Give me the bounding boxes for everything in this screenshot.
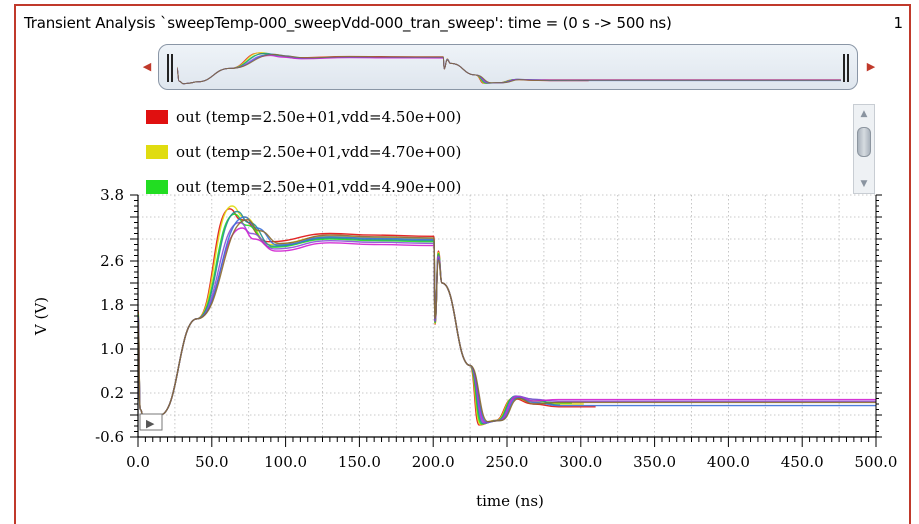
legend-label: out (temp=2.50e+01,vdd=4.70e+00) [176,143,462,161]
y-tick-label: 0.2 [100,384,124,402]
scroll-down-icon[interactable]: ▼ [860,179,868,189]
left-grip-handle[interactable] [167,54,173,82]
legend-label: out (temp=2.50e+01,vdd=4.90e+00) [176,178,462,196]
overview-waveform [176,51,841,85]
x-axis-label: time (ns) [476,492,544,510]
y-tick-label: -0.6 [95,428,124,446]
axes: 0.0 50.0 100.0 150.0 200.0 250.0 300.0 350.0 400… [95,186,897,471]
waveform-trace [137,213,572,430]
legend-label: out (temp=2.50e+01,vdd=4.50e+00) [176,108,462,126]
x-tick-label: 450.0 [781,453,824,471]
zoom-marker-icon[interactable] [139,413,163,431]
x-tick-label: 300.0 [559,453,602,471]
left-triangle-icon[interactable]: ◀ [142,60,152,73]
legend-swatch [146,180,168,194]
legend-swatch [146,110,168,124]
x-tick-label: 350.0 [633,453,676,471]
y-tick-label: 1.8 [100,296,124,314]
scroll-thumb[interactable] [857,127,871,157]
window-title: Transient Analysis `sweepTemp-000_sweepV… [24,14,672,32]
x-tick-label: 500.0 [855,453,898,471]
overview-trace [176,53,841,85]
plot-window-frame [14,4,911,524]
y-axis-label: V (V) [32,297,50,336]
legend-swatch [146,145,168,159]
zoom-marker-glyph: ▶ [146,417,155,430]
legend-scrollbar[interactable]: ▲ ▼ [853,104,875,194]
overview-scrollbar[interactable]: ◀ ▶ [140,44,878,90]
x-tick-label: 150.0 [338,453,381,471]
x-tick-label: 250.0 [486,453,529,471]
right-grip-handle[interactable] [843,54,849,82]
x-tick-label: 200.0 [412,453,455,471]
y-tick-label: 2.6 [100,252,124,270]
x-tick-label: 400.0 [707,453,750,471]
scroll-up-icon[interactable]: ▲ [860,109,868,119]
legend-item[interactable]: out (temp=2.50e+01,vdd=4.70e+00) [146,140,461,164]
waveform-trace [137,221,876,430]
right-triangle-icon[interactable]: ▶ [866,60,876,73]
waveform-trace [137,216,876,430]
y-tick-label: 1.0 [100,340,124,358]
page-number: 1 [893,14,903,32]
legend-item[interactable]: out (temp=2.50e+01,vdd=4.90e+00) [146,175,461,199]
x-tick-label: 50.0 [195,453,228,471]
legend-item[interactable]: out (temp=2.50e+01,vdd=4.50e+00) [146,105,461,129]
x-tick-label: 0.0 [126,453,150,471]
x-tick-label: 100.0 [264,453,307,471]
overview-track[interactable] [158,44,858,90]
y-tick-label: 3.8 [100,186,124,204]
